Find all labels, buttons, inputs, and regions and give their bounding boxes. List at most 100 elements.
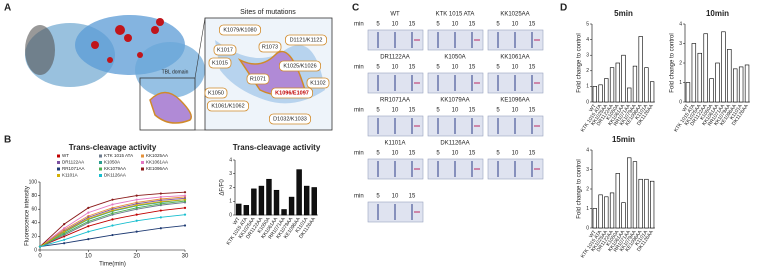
time-label: 10 <box>452 22 459 28</box>
site-box <box>206 100 249 112</box>
site-box <box>268 113 311 125</box>
point <box>159 209 162 212</box>
bar <box>251 188 257 216</box>
bar <box>621 202 626 229</box>
bar <box>303 185 310 216</box>
bar <box>609 192 615 229</box>
time-label: 5 <box>376 65 380 71</box>
point <box>159 195 162 199</box>
point <box>183 191 187 194</box>
time-label: 10 <box>392 22 399 28</box>
point <box>87 230 90 233</box>
site-label: K1050 <box>208 90 224 96</box>
time-label: 10 <box>392 108 399 114</box>
bar <box>627 87 632 103</box>
time-label: 5 <box>436 151 440 157</box>
y-tick-label: 3 <box>586 167 589 173</box>
bar <box>744 64 750 103</box>
bar <box>644 67 649 103</box>
bar <box>650 180 655 229</box>
point <box>87 217 90 220</box>
gel-name: KK1025AA <box>500 12 529 18</box>
gel-name: KTK 1015 ATA <box>436 12 475 18</box>
bar <box>638 178 643 229</box>
gel-name: KK1079AA <box>440 98 469 104</box>
time-label: 10 <box>392 151 399 157</box>
gel-name: KK1061AA <box>500 55 529 61</box>
point <box>183 213 187 216</box>
y-tick-label: 4 <box>586 37 589 43</box>
y-tick-label: 20 <box>31 234 37 240</box>
panel-label: B <box>4 135 11 146</box>
series-line <box>39 199 186 247</box>
time-label: 5 <box>376 22 380 28</box>
series-line <box>39 197 186 247</box>
bar <box>638 36 643 103</box>
time-label: 15 <box>469 65 476 71</box>
time-label: 10 <box>512 65 519 71</box>
legend-swatch <box>99 161 102 164</box>
legend-swatch <box>99 167 102 171</box>
point <box>183 198 187 201</box>
y-tick-label: 4 <box>229 157 232 163</box>
y-tick-label: 4 <box>679 21 682 27</box>
bar <box>738 66 744 103</box>
x-tick-label: WT <box>232 216 241 226</box>
sphere <box>151 26 159 34</box>
y-tick-label: 3 <box>679 41 682 47</box>
time-label: 10 <box>452 108 459 114</box>
y-tick-label: 1 <box>586 206 589 212</box>
time-label: 15 <box>469 22 476 28</box>
point <box>135 198 138 201</box>
time-label: 5 <box>496 108 500 114</box>
site-box <box>213 44 237 56</box>
bar <box>236 203 242 216</box>
point <box>135 219 138 222</box>
time-label: 5 <box>376 151 380 157</box>
time-label: 10 <box>452 65 459 71</box>
site-label: K1061/K1062 <box>211 103 244 109</box>
legend-label: DR1122AA <box>62 160 84 165</box>
panel-a-title: Sites of mutations <box>240 9 296 16</box>
sphere <box>91 41 99 49</box>
point <box>159 192 162 195</box>
y-tick-label: 1 <box>586 84 589 90</box>
chart-title: 5min <box>614 9 633 18</box>
time-label: 5 <box>496 22 500 28</box>
bar <box>311 187 317 216</box>
site-label: K1096/E1097 <box>275 90 309 96</box>
time-label: 10 <box>452 151 459 157</box>
bar <box>258 185 265 216</box>
time-label: 10 <box>392 194 399 200</box>
bar <box>615 173 620 229</box>
time-label: 10 <box>512 151 519 157</box>
site-label: K1025/K1026 <box>283 63 316 69</box>
site-box <box>284 34 327 46</box>
bar <box>650 81 655 103</box>
bar <box>632 65 638 103</box>
point <box>135 194 138 197</box>
site-box <box>246 73 270 85</box>
gel-name: RR1071AA <box>380 98 410 104</box>
x-axis-label: Time(min) <box>99 262 126 268</box>
site-label: R1071 <box>250 76 266 82</box>
time-unit: min <box>354 65 364 71</box>
y-axis-label: ΔF/F0 <box>220 179 226 196</box>
legend-swatch <box>57 154 60 158</box>
legend-swatch <box>57 167 60 171</box>
time-label: 5 <box>376 194 380 200</box>
y-tick-label: 0 <box>679 99 682 105</box>
y-tick-label: 80 <box>31 193 37 199</box>
legend-label: K1101A <box>62 173 78 178</box>
time-label: 15 <box>409 194 416 200</box>
time-label: 15 <box>529 65 536 71</box>
y-tick-label: 0 <box>586 99 589 105</box>
time-label: 15 <box>529 22 536 28</box>
point <box>159 202 162 205</box>
site-box <box>258 41 282 53</box>
site-box <box>278 60 321 72</box>
point <box>183 224 187 227</box>
legend-label: KE1096AA <box>146 166 168 171</box>
x-tick-label: 0 <box>38 254 42 260</box>
time-label: 10 <box>392 65 399 71</box>
